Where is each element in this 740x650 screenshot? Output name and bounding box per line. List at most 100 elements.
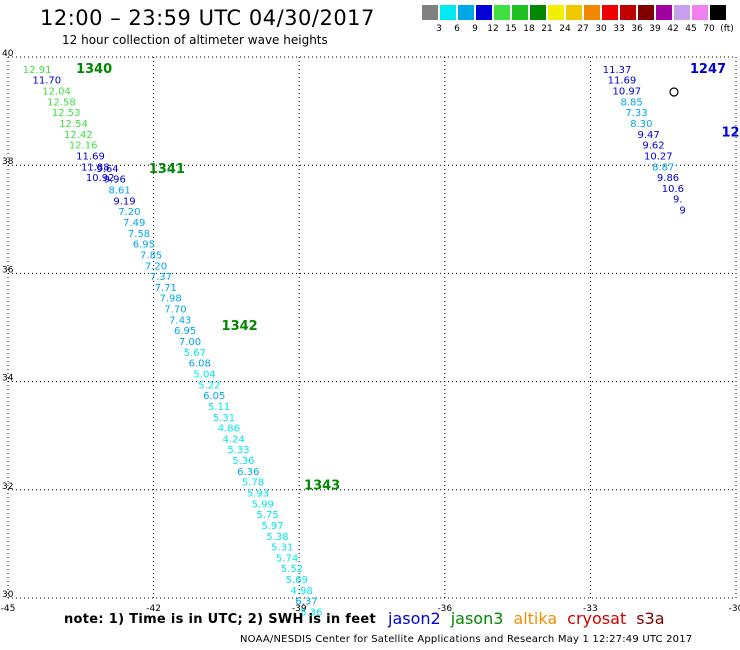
wave-height-point: 9 xyxy=(679,206,685,217)
wave-height-point: 8.61 xyxy=(108,186,130,197)
wave-height-point: 5.31 xyxy=(213,413,235,424)
x-tick-label: -45 xyxy=(1,604,16,614)
wave-height-point: 7.33 xyxy=(625,108,647,119)
satellite-jason2: jason2 xyxy=(388,609,441,628)
wave-height-point: 9. xyxy=(673,195,683,206)
color-scale-label: 21 xyxy=(541,24,553,34)
wave-height-point: 9.19 xyxy=(113,196,135,207)
wave-height-point: 5.52 xyxy=(281,564,303,575)
color-scale-label: 12 xyxy=(487,24,499,34)
wave-height-point: 5.31 xyxy=(271,543,293,554)
color-scale-label: 33 xyxy=(613,24,625,34)
wave-height-point: 5.36 xyxy=(300,608,322,619)
satellite-jason3: jason3 xyxy=(450,609,504,628)
wave-height-point: 9.86 xyxy=(657,173,679,184)
wave-height-point: 7.70 xyxy=(164,305,186,316)
color-scale-label: 27 xyxy=(577,24,589,34)
satellite-cryosat: cryosat xyxy=(567,609,627,628)
color-swatch xyxy=(512,5,528,20)
satellite-altika: altika xyxy=(513,609,558,628)
pass-label: 1340 xyxy=(76,62,112,77)
wave-height-point: 7.00 xyxy=(179,337,201,348)
x-tick-label: -42 xyxy=(146,604,161,614)
color-scale-label: 45 xyxy=(685,24,697,34)
color-swatch xyxy=(548,5,564,20)
wave-height-point: 7.37 xyxy=(150,272,172,283)
color-swatch xyxy=(584,5,600,20)
color-swatch xyxy=(566,5,582,20)
color-swatch xyxy=(458,5,474,20)
wave-height-point: 5.67 xyxy=(184,348,206,359)
x-tick-label: -33 xyxy=(583,604,598,614)
pass-label: 1341 xyxy=(149,162,185,177)
color-scale-label: 36 xyxy=(631,24,643,34)
wave-height-point: 5.74 xyxy=(276,553,298,564)
y-tick-label: 36 xyxy=(2,265,14,275)
wave-height-point: 5.36 xyxy=(232,456,254,467)
wave-height-point: 12.54 xyxy=(59,119,88,130)
wave-height-point: 5.97 xyxy=(261,521,283,532)
wave-height-point: 9.64 xyxy=(96,164,118,175)
color-scale-label: 30 xyxy=(595,24,607,34)
wave-height-point: 9.47 xyxy=(638,130,660,141)
satellite-legend: jason2 jason3 altika cryosat s3a xyxy=(388,609,675,628)
wave-height-point: 7.58 xyxy=(128,229,150,240)
color-scale-label: 18 xyxy=(523,24,535,34)
wave-height-point: 11.70 xyxy=(33,76,62,87)
color-swatch xyxy=(476,5,492,20)
axis-ticks: -45 -42 -39 -36 -33 -30 30 32 34 36 38 40 xyxy=(1,49,740,614)
color-scale-label: 15 xyxy=(505,24,517,34)
wave-height-point: 7.49 xyxy=(123,218,145,229)
wave-height-point: 4.98 xyxy=(290,586,312,597)
color-swatch xyxy=(674,5,690,20)
pass-label: 1247 xyxy=(690,62,726,77)
chart-subtitle: 12 hour collection of altimeter wave hei… xyxy=(62,33,328,47)
wave-height-point: 7.43 xyxy=(169,315,191,326)
wave-height-point: 6.95 xyxy=(174,326,196,337)
color-swatch xyxy=(638,5,654,20)
color-scale-label: 9 xyxy=(472,24,478,34)
y-tick-label: 34 xyxy=(2,374,14,384)
wave-height-point: 5.22 xyxy=(198,380,220,391)
x-tick-label: -36 xyxy=(437,604,452,614)
wave-height-point: 5.69 xyxy=(286,575,308,586)
y-tick-label: 38 xyxy=(2,157,14,167)
wave-height-point: 8.85 xyxy=(621,97,643,108)
wave-height-point: 7.71 xyxy=(155,283,177,294)
wave-height-point: 5.11 xyxy=(208,402,230,413)
wave-height-point: 10.27 xyxy=(644,151,673,162)
y-tick-label: 40 xyxy=(2,49,14,59)
wave-height-point: 5.75 xyxy=(257,510,279,521)
footer-note: note: 1) Time is in UTC; 2) SWH is in fe… xyxy=(64,612,376,627)
wave-height-point: 10.92 xyxy=(86,173,115,184)
wave-height-point: 6.08 xyxy=(189,359,211,370)
color-swatch xyxy=(530,5,546,20)
color-swatch xyxy=(440,5,456,20)
color-scale-label: 39 xyxy=(649,24,661,34)
color-scale-label: 3 xyxy=(436,24,442,34)
wave-height-point: 5.93 xyxy=(247,489,269,500)
wave-height-point: 12.91 xyxy=(23,65,52,76)
color-swatch xyxy=(422,5,438,20)
wave-height-point: 12.04 xyxy=(42,87,71,98)
wave-height-point: 6.05 xyxy=(203,391,225,402)
wave-height-point: 11.88 xyxy=(81,162,110,173)
wave-height-point: 7.85 xyxy=(140,250,162,261)
pass-labels: 1340 1341 1342 1343 1247 12 xyxy=(76,62,740,494)
satellite-s3a: s3a xyxy=(636,609,665,628)
color-swatch xyxy=(494,5,510,20)
x-tick-label: -39 xyxy=(292,604,307,614)
wave-height-point: 12.58 xyxy=(47,97,76,108)
color-scale-label: 42 xyxy=(667,24,679,34)
wave-height-point: 5.99 xyxy=(252,499,274,510)
wave-height-point: 12.16 xyxy=(69,141,98,152)
y-tick-label: 32 xyxy=(2,482,13,492)
wave-height-point: 4.86 xyxy=(218,424,240,435)
wave-height-point: 5.04 xyxy=(193,369,215,380)
pass-label: 12 xyxy=(721,126,739,141)
credit-line: NOAA/NESDIS Center for Satellite Applica… xyxy=(240,634,693,645)
wave-height-point: 10.97 xyxy=(612,87,641,98)
wave-height-point: 4.24 xyxy=(223,434,245,445)
pass-label: 1343 xyxy=(304,478,340,493)
